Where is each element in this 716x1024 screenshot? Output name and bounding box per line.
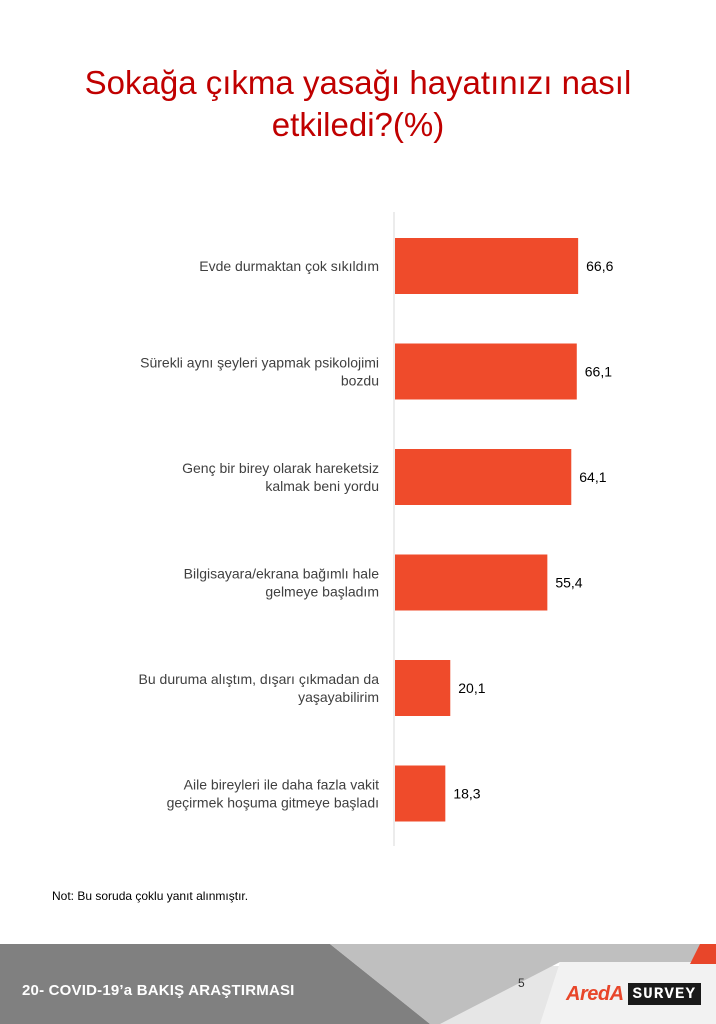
footer-gray-shape — [0, 944, 430, 1024]
category-label: Genç bir birey olarak hareketsiz — [182, 460, 379, 476]
logo-survey: SURVEY — [627, 983, 702, 1005]
bar — [395, 449, 572, 505]
category-label: yaşayabilirim — [298, 689, 379, 705]
bar — [395, 554, 548, 611]
category-label: Bilgisayara/ekrana bağımlı hale — [184, 566, 380, 582]
page-footer: 20- COVID-19’a BAKIŞ ARAŞTIRMASI 5 AredA… — [0, 944, 716, 1024]
areda-survey-logo: AredA SURVEY — [566, 980, 702, 1008]
category-label: Aile bireyleri ile daha fazla vakit — [184, 777, 379, 793]
category-label: Sürekli aynı şeyleri yapmak psikolojimi — [140, 355, 379, 371]
title-line-1: Sokağa çıkma yasağı hayatınızı nasıl — [84, 64, 632, 101]
chart-title: Sokağa çıkma yasağı hayatınızı nasıl etk… — [0, 62, 716, 146]
logo-brand: AredA — [566, 982, 624, 1005]
category-label: Evde durmaktan çok sıkıldım — [199, 258, 379, 274]
data-label: 55,4 — [555, 575, 582, 591]
bar — [395, 765, 446, 822]
data-label: 66,1 — [585, 364, 612, 380]
category-label: Bu duruma alıştım, dışarı çıkmadan da — [139, 671, 380, 687]
category-label: kalmak beni yordu — [265, 478, 379, 494]
category-label: geçirmek hoşuma gitmeye başladı — [167, 795, 379, 811]
footer-label: 20- COVID-19’a BAKIŞ ARAŞTIRMASI — [22, 982, 295, 999]
bar-chart: 66,6 Evde durmaktan çok sıkıldım 66,1 Sürek… — [139, 212, 614, 846]
bar — [395, 660, 451, 716]
data-label: 20,1 — [458, 680, 485, 696]
footer-red-stripe — [690, 944, 716, 964]
data-label: 66,6 — [586, 258, 613, 274]
data-label: 64,1 — [579, 469, 606, 485]
title-line-2: etkiledi?(%) — [271, 106, 445, 143]
footer-mid-shape — [330, 944, 716, 1024]
bar — [395, 238, 579, 294]
category-label: bozdu — [341, 373, 379, 389]
page-number: 5 — [518, 976, 525, 990]
data-label: 18,3 — [453, 786, 480, 802]
category-label: gelmeye başladım — [265, 584, 379, 600]
bar — [395, 343, 577, 400]
footnote: Not: Bu soruda çoklu yanıt alınmıştır. — [52, 889, 249, 903]
